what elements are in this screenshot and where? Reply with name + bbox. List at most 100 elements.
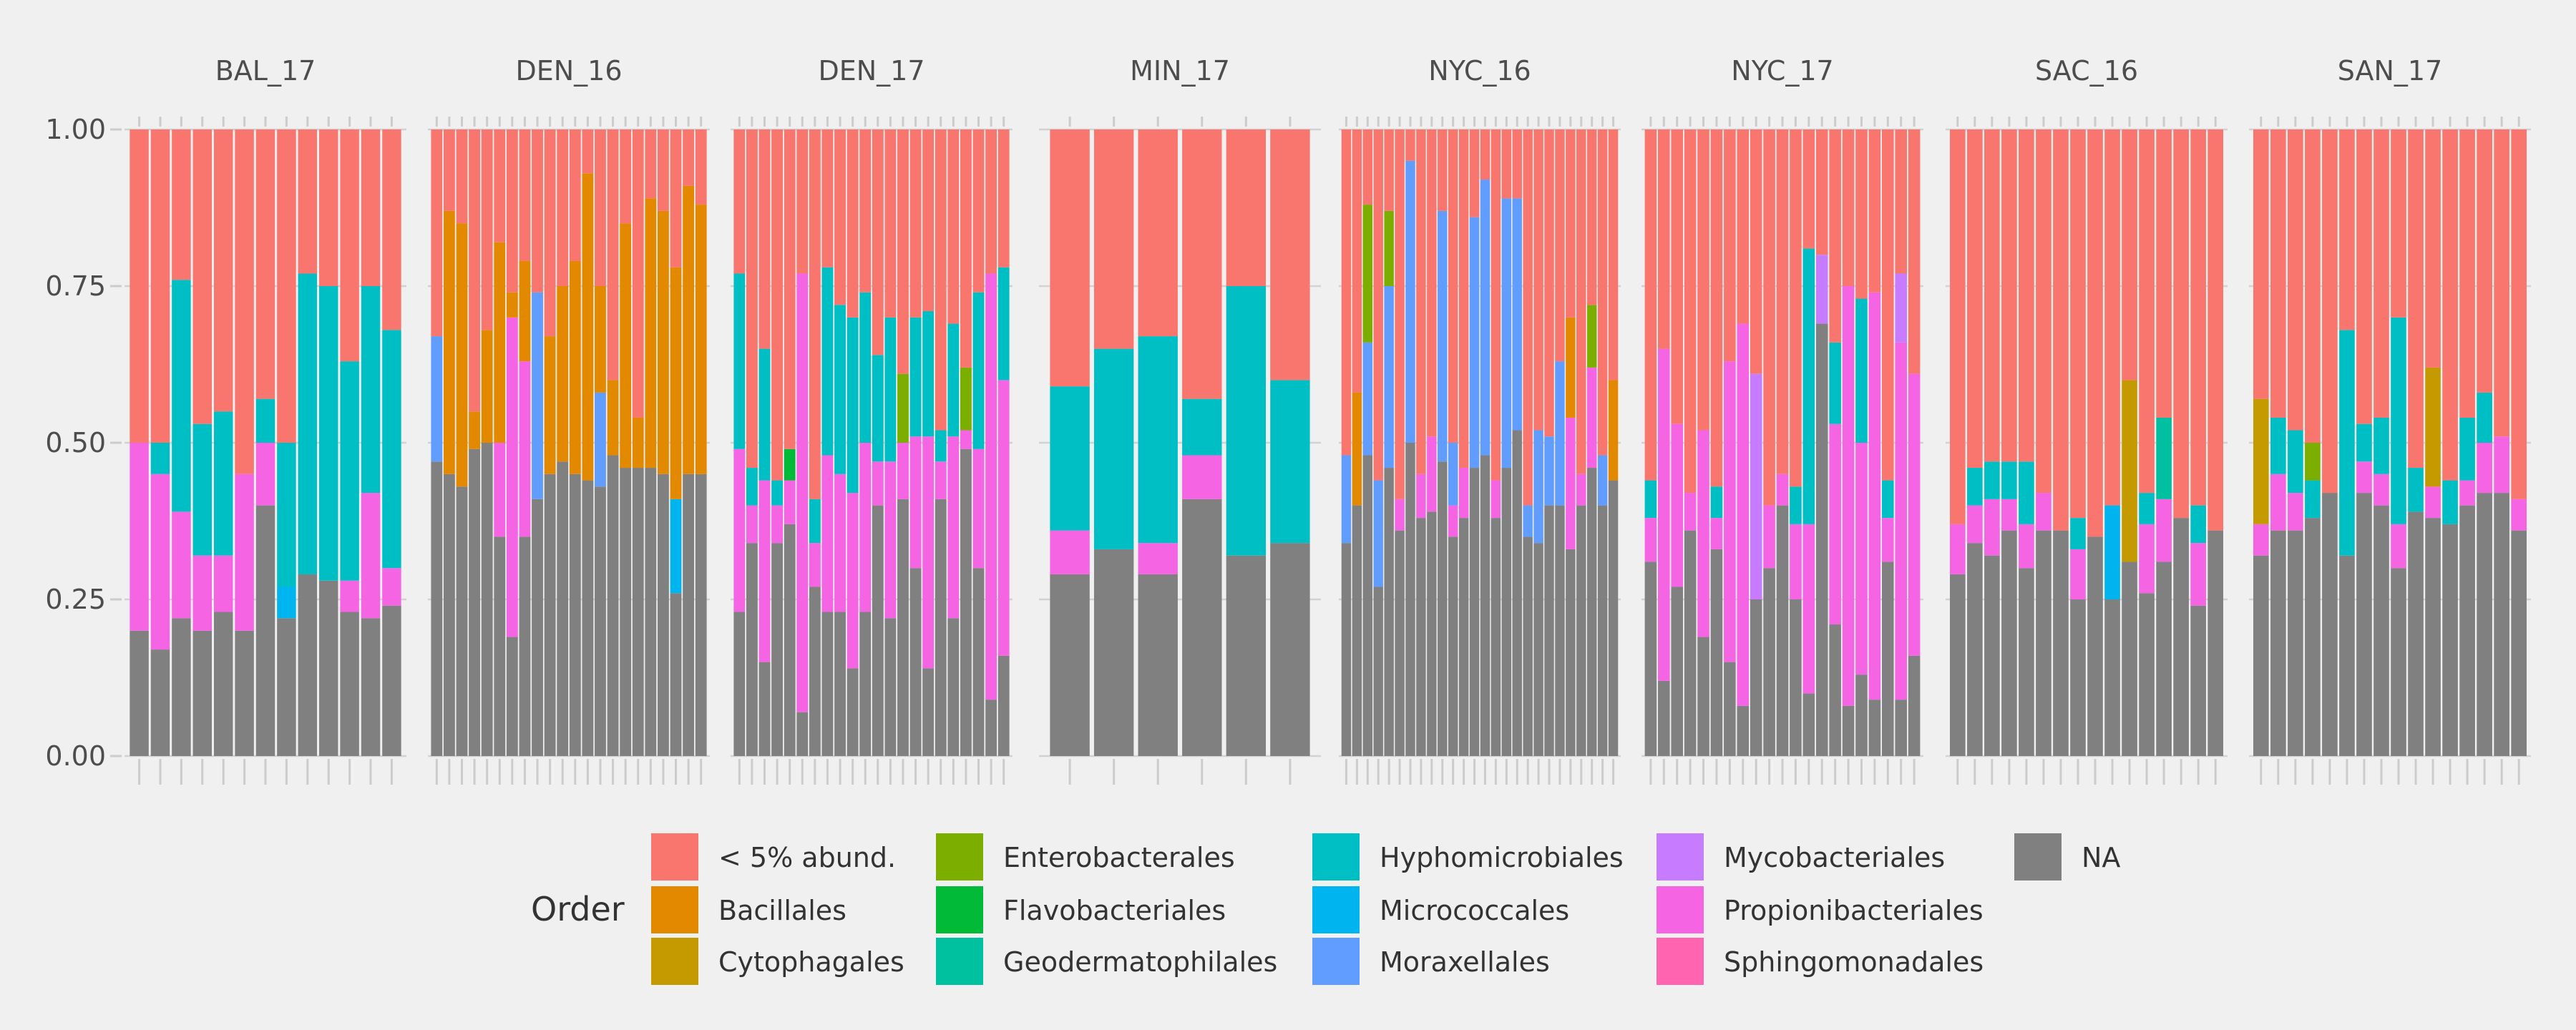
legend-label: Bacillales [718,895,847,926]
sample-bar [1586,129,1597,756]
bar-segment-mor [1448,443,1458,506]
bar-segment-mic [277,587,296,619]
bar-segment-na [985,700,997,756]
y-tick-label: 0.00 [45,740,106,772]
bar-segment-na [150,649,170,756]
sample-bar [1480,129,1491,756]
bar-segment-bac [1608,380,1619,481]
sample-bar [1523,129,1533,756]
bar-segment-hyp [1270,380,1310,544]
bar-segment-na [172,618,191,756]
bar-segment-pro [1586,367,1597,469]
sample-bar [1405,129,1415,756]
bar-segment-pro [909,436,922,569]
legend-label: Flavobacteriales [1003,895,1226,926]
bar-segment-pro [1829,423,1841,625]
sample-bar [1469,129,1480,756]
legend-swatch [1657,886,1704,933]
bar-segment-cyt [2122,380,2137,562]
sample-bar [1373,129,1383,756]
bar-segment-na [1576,505,1586,756]
bar-segment-other [481,129,493,330]
bar-segment-mor [595,392,606,487]
sample-bar [255,129,275,756]
bar-segment-other [1384,129,1394,211]
bar-segment-pro [1644,518,1657,562]
bar-segment-other [2036,129,2051,494]
bar-segment-pro [985,273,997,700]
sample-bar [1512,129,1522,756]
bar-segment-hyp [213,411,233,556]
bar-segment-mor [1597,455,1608,506]
bar-segment-pro [150,474,170,650]
sample-bar [1341,129,1352,756]
bar-segment-pro [897,443,909,499]
bar-segment-pro [1697,430,1709,637]
bar-segment-other [1829,129,1841,343]
bar-segment-na [2207,530,2223,756]
bar-segment-na [2322,493,2338,756]
sample-bar [569,129,581,756]
bar-segment-other [922,129,935,312]
legend-label: Enterobacterales [1003,842,1235,873]
bar-segment-ent [2305,443,2321,481]
bar-segment-other [172,129,191,280]
bar-segment-pro [972,448,985,569]
bar-segment-other [1362,129,1373,205]
sample-bar [192,129,213,756]
bar-segment-other [1967,129,1983,469]
bar-segment-na [519,536,531,756]
sample-bar [796,129,809,756]
bar-segment-pro [2156,499,2172,562]
bar-segment-hyp [884,317,897,462]
bar-segment-other [192,129,213,424]
bar-segment-mor [1405,160,1415,443]
bar-segment-pro [947,436,960,619]
facet-panels: BAL_17 DEN_16 DEN_17 MIN_17 NYC_16 NYC_17 SAC_… [125,55,2531,785]
bar-segment-na [1533,543,1543,756]
bar-segment-na [298,574,318,756]
bar-segment-other [382,129,401,330]
sample-bar [1501,129,1512,756]
bar-segment-hyp [821,267,834,456]
bar-segment-other [1182,129,1222,399]
bar-segment-na [771,543,783,756]
bar-segment-hyp [340,361,359,581]
bar-segment-pro [1855,443,1868,675]
bar-segment-other [1658,129,1670,349]
bar-segment-pro [2477,443,2492,494]
bar-segment-other [519,129,531,261]
bar-segment-mor [1362,342,1373,456]
bar-segment-other [2459,129,2475,418]
bar-segment-mor [431,336,443,462]
sample-bar [997,129,1010,756]
bar-segment-na [821,612,834,756]
bar-segment-other [834,129,846,305]
bar-segment-other [544,129,556,337]
bar-segment-other [1984,129,2000,462]
bar-segment-other [1405,129,1415,161]
sample-bar [469,129,480,756]
legend-label: < 5% abund. [718,842,896,873]
bar-segment-other [2053,129,2069,531]
bar-segment-pro [340,580,359,612]
bar-segment-na [1776,505,1789,756]
sample-bar [1967,129,1983,756]
bar-segment-pro [1967,505,1983,544]
bar-segment-other [431,129,443,337]
bar-segment-na [1829,624,1841,756]
sample-bar [1093,129,1134,756]
legend-label: Hyphomicrobiales [1380,842,1624,873]
facet-strip-label: BAL_17 [215,55,316,87]
bar-segment-hyp [2391,317,2406,524]
legend-item: Flavobacteriales [936,886,1226,933]
bar-segment-other [1842,129,1855,286]
sample-bar [2104,129,2120,756]
bar-segment-na [1855,675,1868,756]
bar-segment-hyp [997,267,1010,381]
bar-segment-pro [1776,474,1789,506]
bar-segment-other [733,129,746,274]
bar-segment-other [632,129,644,418]
sample-bar [1491,129,1501,756]
facet-strip-label: NYC_16 [1428,55,1531,87]
